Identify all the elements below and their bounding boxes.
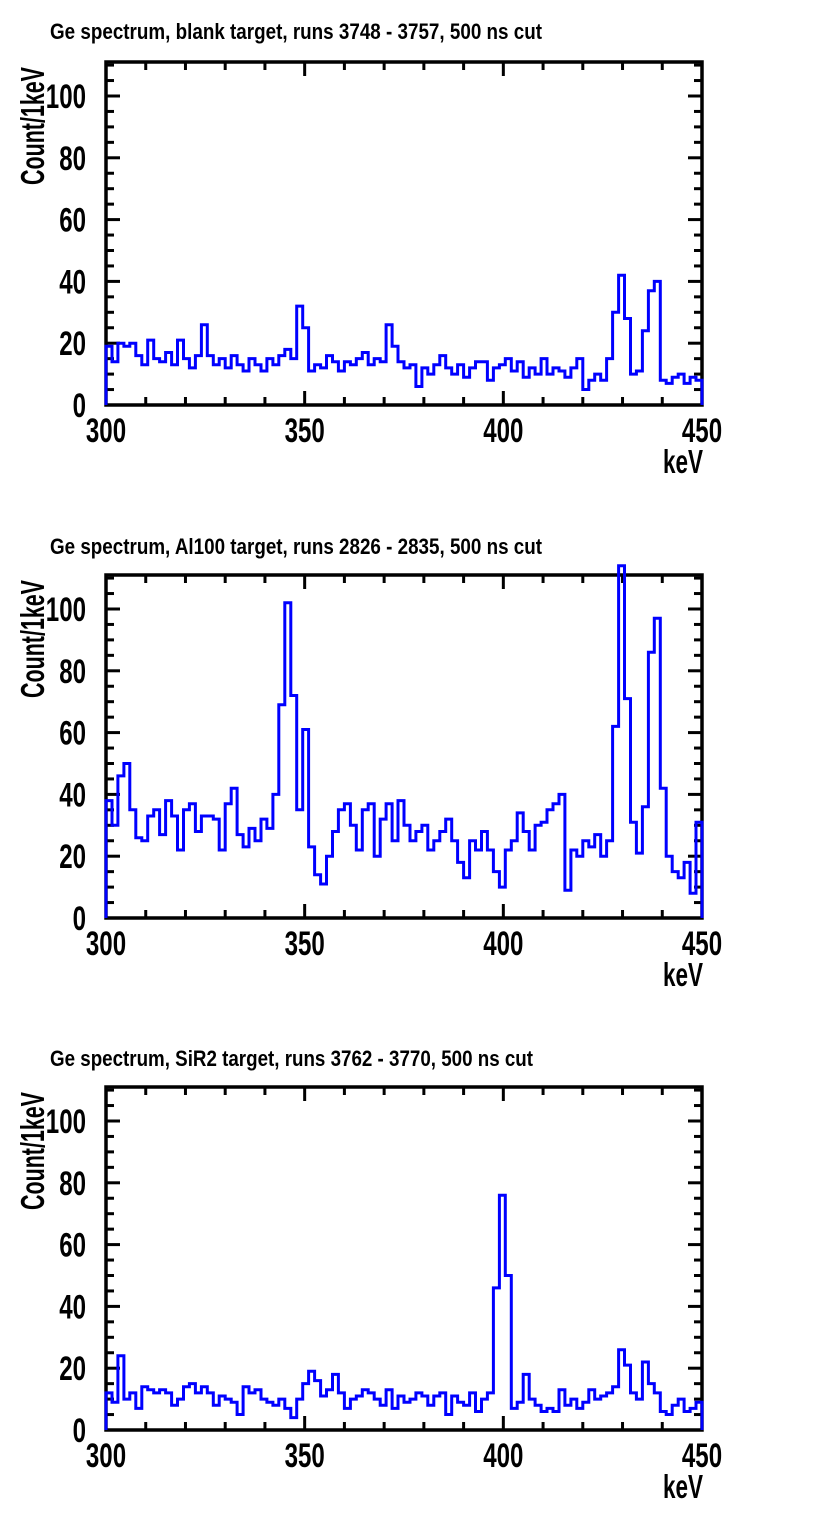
y-tick-label: 20 xyxy=(59,838,86,876)
x-tick-label: 350 xyxy=(285,925,325,963)
x-axis-title: keV xyxy=(663,443,703,480)
x-tick-labels: 300 350 400 450 xyxy=(86,1437,722,1475)
x-tick-labels: 300 350 400 450 xyxy=(86,925,722,963)
x-tick-label: 400 xyxy=(483,412,523,450)
y-tick-label: 100 xyxy=(46,1103,86,1141)
chart-title: Ge spectrum, Al100 target, runs 2826 - 2… xyxy=(50,534,543,559)
x-tick-label: 350 xyxy=(285,412,325,450)
spectrum-panel-sir2: Ge spectrum, SiR2 target, runs 3762 - 37… xyxy=(0,1025,835,1537)
x-tick-label: 450 xyxy=(682,1437,722,1475)
y-tick-label: 80 xyxy=(59,1165,86,1203)
x-tick-label: 400 xyxy=(483,925,523,963)
plot-axes xyxy=(104,573,704,920)
spectrum-chart-blank: Ge spectrum, blank target, runs 3748 - 3… xyxy=(14,19,722,480)
x-tick-label: 450 xyxy=(682,412,722,450)
y-tick-labels: 0 20 40 60 80 100 xyxy=(46,1103,86,1450)
x-tick-label: 450 xyxy=(682,925,722,963)
plot-axes xyxy=(104,1085,704,1432)
y-tick-label: 60 xyxy=(59,715,86,753)
y-tick-label: 100 xyxy=(46,591,86,629)
chart-title: Ge spectrum, SiR2 target, runs 3762 - 37… xyxy=(50,1046,534,1071)
y-tick-label: 40 xyxy=(59,1288,86,1326)
x-tick-label: 300 xyxy=(86,412,126,450)
spectrum-panel-blank: Ge spectrum, blank target, runs 3748 - 3… xyxy=(0,0,835,512)
y-tick-label: 20 xyxy=(59,1350,86,1388)
spectrum-panel-al100: Ge spectrum, Al100 target, runs 2826 - 2… xyxy=(0,513,835,1025)
x-tick-label: 350 xyxy=(285,1437,325,1475)
chart-title: Ge spectrum, blank target, runs 3748 - 3… xyxy=(50,19,543,44)
y-tick-label: 40 xyxy=(59,776,86,814)
x-tick-label: 300 xyxy=(86,925,126,963)
x-tick-label: 300 xyxy=(86,1437,126,1475)
y-tick-label: 20 xyxy=(59,325,86,363)
y-tick-label: 100 xyxy=(46,78,86,116)
y-tick-labels: 0 20 40 60 80 100 xyxy=(46,591,86,938)
plot-axes xyxy=(104,60,704,407)
y-tick-label: 80 xyxy=(59,653,86,691)
histogram-line xyxy=(104,273,704,405)
y-tick-label: 60 xyxy=(59,1227,86,1265)
spectrum-chart-sir2: Ge spectrum, SiR2 target, runs 3762 - 37… xyxy=(14,1046,722,1505)
y-tick-label: 40 xyxy=(59,263,86,301)
y-tick-label: 0 xyxy=(73,387,86,425)
x-tick-labels: 300 350 400 450 xyxy=(86,412,722,450)
y-axis-title: Count/1keV xyxy=(14,580,51,698)
y-tick-label: 80 xyxy=(59,140,86,178)
histogram-line xyxy=(104,564,704,918)
x-tick-label: 400 xyxy=(483,1437,523,1475)
y-tick-label: 60 xyxy=(59,202,86,240)
histogram-line xyxy=(104,1193,704,1430)
y-tick-label: 0 xyxy=(73,900,86,938)
y-axis-title: Count/1keV xyxy=(14,67,51,185)
y-tick-labels: 0 20 40 60 80 100 xyxy=(46,78,86,425)
x-axis-title: keV xyxy=(663,1468,703,1505)
y-axis-title: Count/1keV xyxy=(14,1092,51,1210)
x-axis-title: keV xyxy=(663,956,703,993)
spectrum-chart-al100: Ge spectrum, Al100 target, runs 2826 - 2… xyxy=(14,534,722,993)
y-tick-label: 0 xyxy=(73,1412,86,1450)
